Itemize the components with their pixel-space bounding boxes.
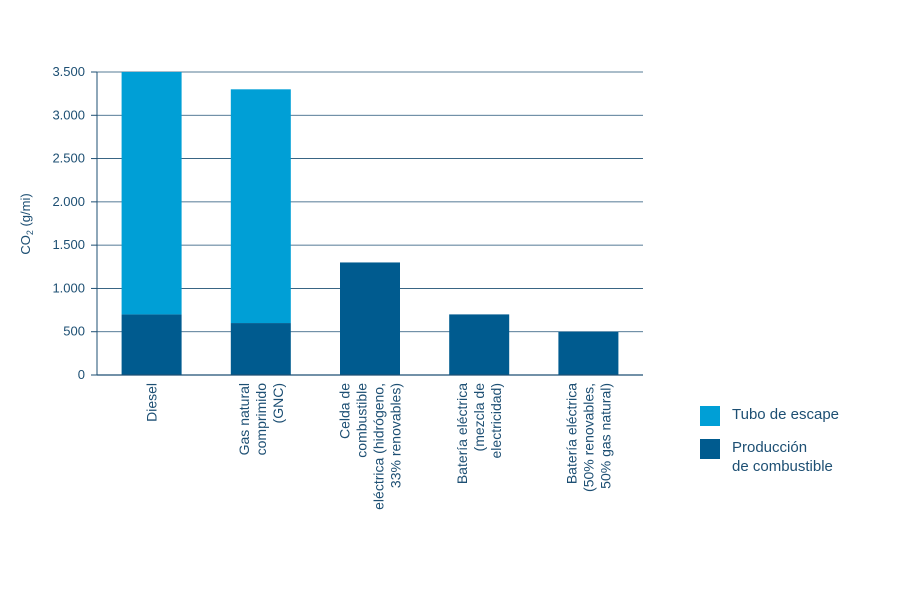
legend-item: Tubo de escape [700,405,890,426]
bar-segment [558,331,619,375]
svg-text:Gas naturalcomprimido(GNC): Gas naturalcomprimido(GNC) [236,383,286,456]
x-category-label: Batería eléctrica(mezcla deelectricidad) [454,383,504,484]
legend-label: Producción de combustible [732,439,833,475]
y-tick-label: 2.000 [52,194,85,209]
y-tick-label: 0 [78,367,85,382]
legend-swatch [700,439,720,459]
y-tick-label: 3.500 [52,64,85,79]
svg-text:Batería eléctrica(mezcla deele: Batería eléctrica(mezcla deelectricidad) [454,383,504,484]
bar-segment [230,323,291,375]
y-tick-label: 2.500 [52,151,85,166]
x-category-labels: Diesel Gas naturalcomprimido(GNC) Celda de… [144,383,614,510]
y-tick-label: 1.000 [52,280,85,295]
bar-segment [121,314,182,375]
bar-segment [121,72,182,315]
bars [121,72,619,375]
y-tick-labels: 0 500 1.000 1.500 2.000 2.500 3.000 3.500 [52,64,85,382]
legend-swatch [700,406,720,426]
x-category-label: Gas naturalcomprimido(GNC) [236,383,286,456]
y-axis-title: CO2 (g/mi) [18,193,35,254]
y-tick-label: 1.500 [52,237,85,252]
axes [96,72,643,376]
x-category-label: Batería eléctrica(50% renovables,50% gas… [563,383,613,492]
legend-label: Tubo de escape [732,406,840,423]
svg-text:Diesel: Diesel [144,383,160,422]
svg-text:Batería eléctrica(50% renovabl: Batería eléctrica(50% renovables,50% gas… [563,383,613,492]
bar-segment [340,262,400,375]
gridlines [91,71,643,376]
x-category-label: Celda decombustibleeléctrica (hidrógeno,… [337,383,404,510]
bar-segment [449,314,510,375]
svg-text:Celda decombustibleeléctrica (: Celda decombustibleeléctrica (hidrógeno,… [337,383,404,510]
y-tick-label: 500 [63,324,85,339]
y-tick-label: 3.000 [52,107,85,122]
x-category-label: Diesel [144,383,160,422]
bar-segment [230,89,291,324]
legend-item: Producción de combustible [700,438,890,476]
legend: Tubo de escape Producción de combustible [700,405,890,488]
